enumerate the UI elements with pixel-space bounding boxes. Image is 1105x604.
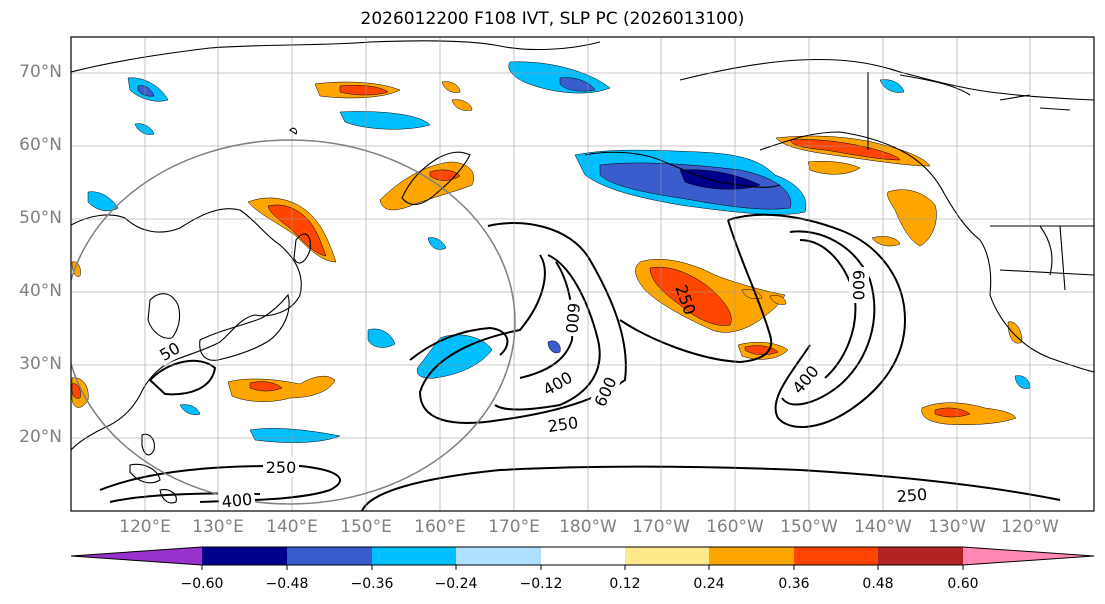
colorbar-swatch [287,547,372,565]
map-plot-area: 250 600 400 600 250 250 [71,37,1094,511]
colorbar-swatch [709,547,794,565]
lat-label: 60°N [19,135,62,155]
lon-label: 150°E [340,517,392,537]
colorbar-swatch [794,547,878,565]
colorbar-tick-label: 0.12 [609,576,641,592]
contour-label: 600 [562,302,584,334]
colorbar-swatch [625,547,709,565]
contour-label: 250 [546,413,579,436]
colorbar-tick-label: 0.24 [693,576,725,592]
colorbar-over-swatch [963,547,1094,565]
lon-label: 120°W [1001,517,1059,537]
region-circle [71,139,516,505]
contour-label: 400 [221,489,253,511]
contour-labels: 250 600 400 600 250 250 [154,267,931,511]
colorbar-tick-label: 0.48 [862,576,894,592]
lat-label: 50°N [19,208,62,228]
lon-label: 130°E [192,517,244,537]
lon-label: 140°W [854,517,912,537]
colorbar-under-swatch [71,547,202,565]
colorbar-swatch [202,547,287,565]
graticule [71,37,1094,511]
contour-label: 250 [266,458,297,477]
colorbar-swatch [541,547,625,565]
colorbar-tick-label: −0.36 [350,576,394,592]
lat-label: 70°N [19,62,62,82]
colorbar-tick-label: −0.24 [434,576,478,592]
lon-label: 160°W [706,517,764,537]
colorbar-swatch [878,547,963,565]
lon-label: 180°W [559,517,617,537]
colorbar-tick-label: 0.60 [947,576,979,592]
lon-label: 150°W [780,517,838,537]
colorbar-tick-label: −0.48 [265,576,309,592]
lat-label: 20°N [19,427,62,447]
map-title: 2026012200 F108 IVT, SLP PC (2026013100) [360,9,745,29]
lon-label: 170°E [488,517,540,537]
lon-label: 160°E [414,517,466,537]
positive-anomaly-region [71,81,1023,425]
colorbar-tick-label: −0.60 [180,576,224,592]
contour-label: 250 [896,485,928,507]
map-frame [70,36,1095,512]
colorbar-tick-label: 0.36 [778,576,810,592]
slp-contours [99,213,1061,511]
colorbar-swatch [372,547,456,565]
lon-label: 170°W [632,517,690,537]
colorbar [70,546,1095,570]
lat-label: 40°N [19,281,62,301]
lon-label: 120°E [119,517,171,537]
coastlines [71,40,1094,504]
lon-label: 140°E [266,517,318,537]
lat-label: 30°N [19,354,62,374]
colorbar-tick-label: −0.12 [519,576,563,592]
lon-label: 130°W [928,517,986,537]
colorbar-swatch [456,547,541,565]
contour-label: 600 [849,270,868,301]
